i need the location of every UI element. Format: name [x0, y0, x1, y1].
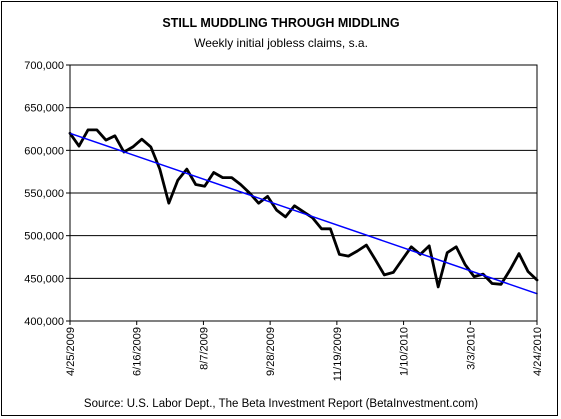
y-tick-label: 450,000	[24, 273, 64, 285]
x-tick-label: 11/19/2009	[332, 327, 344, 381]
x-tick-label: 9/28/2009	[265, 327, 277, 376]
gridlines	[70, 107, 537, 279]
series-lines	[68, 128, 539, 295]
y-tick-label: 600,000	[24, 145, 64, 157]
x-tick-label: 8/7/2009	[198, 327, 210, 370]
x-tick-label: 4/25/2009	[65, 327, 77, 376]
y-tick-label: 700,000	[24, 60, 64, 72]
y-tick-label: 500,000	[24, 231, 64, 243]
x-axis-ticks: 4/25/2009 6/16/2009 8/7/2009 9/28/2009 11/19…	[65, 321, 544, 381]
y-tick-label: 400,000	[24, 316, 64, 328]
x-tick-label: 1/10/2010	[399, 327, 411, 376]
jobless-claims-line	[68, 128, 539, 289]
plot-area-border	[69, 64, 538, 322]
x-tick-label: 4/24/2010	[532, 327, 544, 376]
chart-subtitle: Weekly initial jobless claims, s.a.	[194, 36, 368, 50]
x-tick-label: 3/3/2010	[465, 327, 477, 370]
chart-title: STILL MUDDLING THROUGH MIDDLING	[162, 16, 399, 30]
y-tick-label: 650,000	[24, 103, 64, 115]
source-note: Source: U.S. Labor Dept., The Beta Inves…	[84, 398, 478, 410]
y-axis-ticks: 400,000 450,000 500,000 550,000 600,000 650,0…	[24, 60, 70, 328]
y-tick-label: 550,000	[24, 188, 64, 200]
x-tick-label: 6/16/2009	[132, 327, 144, 376]
trend-line	[69, 132, 538, 295]
